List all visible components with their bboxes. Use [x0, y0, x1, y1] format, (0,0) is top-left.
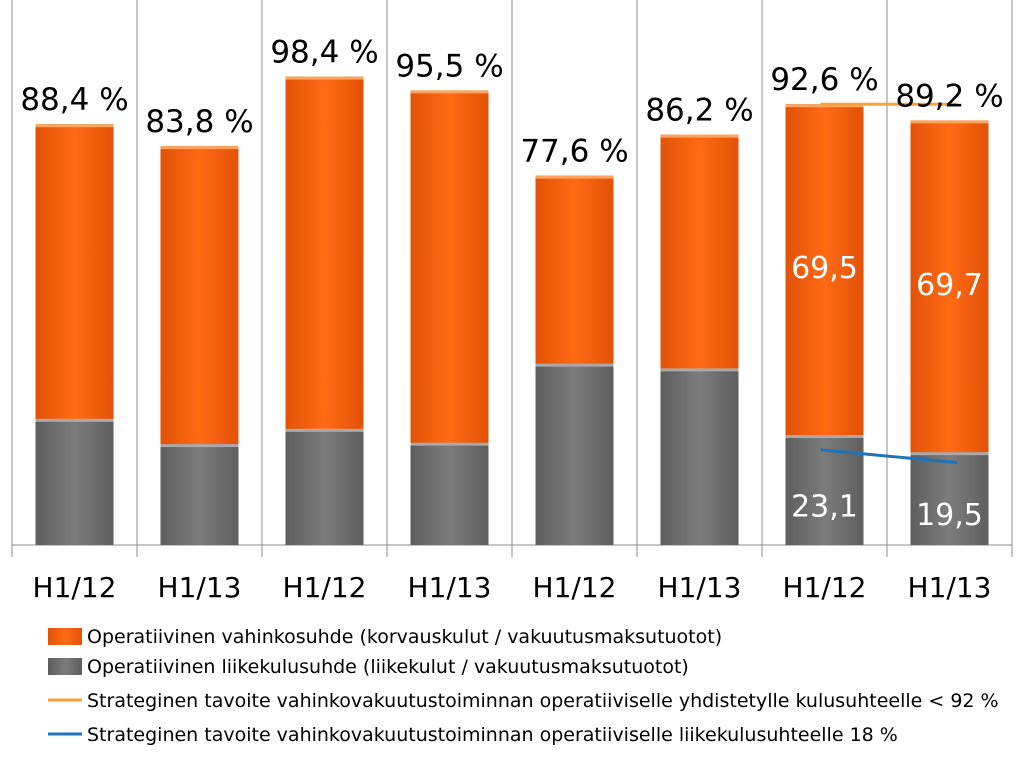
segment-value-label: 23,1 [791, 490, 858, 525]
bar-liikekulusuhde [35, 418, 114, 545]
legend-entry-target-combined: Strateginen tavoite vahinkovakuutustoimi… [48, 690, 999, 712]
total-value-label: 88,4 % [20, 82, 128, 118]
bars [35, 76, 989, 545]
total-value-label: 83,8 % [145, 104, 253, 140]
category-tick-label: H1/12 [533, 571, 617, 604]
bar-liikekulusuhde [660, 368, 739, 545]
bar-liikekulusuhde [285, 428, 364, 545]
data-labels: 88,4 % 83,8 % 98,4 % 95,5 % 77,6 % 86,2 % 23,1… [20, 35, 1003, 533]
bar-vahinkosuhde [285, 76, 364, 429]
legend-entry-liikekulusuhde: Operatiivinen liikekulusuhde (liikekulut… [48, 656, 689, 678]
bar-liikekulusuhde-top-edge [535, 363, 614, 367]
total-value-label: 98,4 % [270, 35, 378, 71]
bar-vahinkosuhde-top-edge [160, 146, 239, 150]
segment-value-label: 69,7 [916, 268, 983, 303]
category-tick-label: H1/13 [908, 571, 992, 604]
category-tick-label: H1/13 [408, 571, 492, 604]
legend: Operatiivinen vahinkosuhde (korvauskulut… [48, 626, 999, 746]
total-value-label: 86,2 % [645, 93, 753, 129]
category-axis: H1/12 H1/13 H1/12 H1/13 H1/12 H1/13 H1/12 H1/13 [33, 571, 992, 604]
bar-liikekulusuhde-top-edge [410, 442, 489, 446]
target-line-opex-ratio [820, 448, 958, 465]
bar-liikekulusuhde-top-edge [160, 444, 239, 448]
category-tick-label: H1/13 [658, 571, 742, 604]
bar-vahinkosuhde [910, 120, 989, 453]
bar-vahinkosuhde-top-edge [660, 134, 739, 138]
bar-liikekulusuhde-top-edge [35, 418, 114, 422]
bar-vahinkosuhde-top-edge [410, 90, 489, 94]
legend-label: Strateginen tavoite vahinkovakuutustoimi… [87, 690, 999, 712]
total-value-label: 92,6 % [770, 62, 878, 98]
bar-liikekulusuhde-top-edge [285, 428, 364, 432]
bar-liikekulusuhde [535, 363, 614, 545]
bar-vahinkosuhde-top-edge [910, 120, 989, 124]
bar-liikekulusuhde [410, 442, 489, 545]
category-tick-label: H1/13 [158, 571, 242, 604]
legend-label: Operatiivinen liikekulusuhde (liikekulut… [87, 656, 689, 678]
total-value-label: 77,6 % [520, 134, 628, 170]
legend-entry-vahinkosuhde: Operatiivinen vahinkosuhde (korvauskulut… [48, 626, 722, 648]
legend-swatch-orange [48, 628, 82, 645]
bar-liikekulusuhde-top-edge [785, 435, 864, 439]
bar-vahinkosuhde-top-edge [535, 175, 614, 179]
total-value-label: 89,2 % [895, 78, 1003, 114]
bar-liikekulusuhde [910, 452, 989, 545]
legend-label: Strateginen tavoite vahinkovakuutustoimi… [87, 724, 898, 746]
bar-vahinkosuhde [410, 90, 489, 443]
bar-vahinkosuhde [785, 104, 864, 436]
legend-label: Operatiivinen vahinkosuhde (korvauskulut… [87, 626, 722, 648]
bar-vahinkosuhde [535, 175, 614, 364]
legend-swatch-grey [48, 658, 82, 675]
bar-liikekulusuhde [160, 444, 239, 545]
bar-vahinkosuhde [160, 146, 239, 445]
legend-entry-target-opex: Strateginen tavoite vahinkovakuutustoimi… [48, 724, 898, 746]
total-value-label: 95,5 % [395, 48, 503, 84]
bar-liikekulusuhde-top-edge [660, 368, 739, 372]
category-tick-label: H1/12 [283, 571, 367, 604]
segment-value-label: 69,5 [791, 251, 858, 286]
segment-value-label: 19,5 [916, 498, 983, 533]
bar-vahinkosuhde-top-edge [35, 124, 114, 128]
bar-vahinkosuhde [35, 124, 114, 419]
category-tick-label: H1/12 [33, 571, 117, 604]
target-lines [820, 102, 958, 465]
bar-liikekulusuhde-top-edge [910, 452, 989, 456]
category-tick-label: H1/12 [783, 571, 867, 604]
bar-vahinkosuhde-top-edge [285, 76, 364, 80]
bar-vahinkosuhde [660, 134, 739, 369]
